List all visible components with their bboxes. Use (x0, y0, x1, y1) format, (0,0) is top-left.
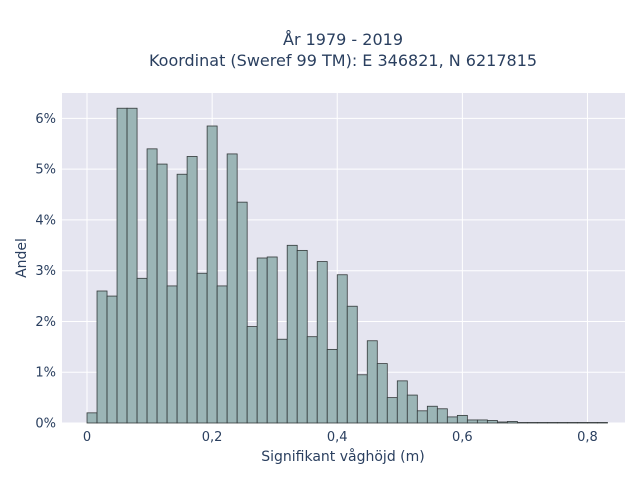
chart-title-line-2: Koordinat (Sweref 99 TM): E 346821, N 62… (149, 51, 537, 70)
y-tick-label: 5% (35, 163, 56, 178)
histogram-bar (106, 295, 118, 424)
histogram-bar (146, 148, 158, 424)
histogram-bar (376, 363, 388, 424)
histogram-bar (396, 380, 408, 424)
histogram-bar (266, 256, 278, 424)
x-axis-ticks: 0 0,2 0,4 0,6 0,8 (83, 430, 598, 445)
x-tick-label: 0,8 (577, 430, 598, 445)
histogram-bar (176, 173, 188, 424)
histogram-bar (356, 374, 368, 424)
y-tick-label: 0% (35, 417, 56, 432)
y-tick-label: 1% (35, 366, 56, 381)
histogram-bar (256, 257, 268, 424)
histogram-bar (156, 163, 168, 424)
histogram-bar (136, 277, 148, 424)
histogram-bar (466, 419, 478, 424)
histogram-bar (476, 419, 488, 424)
histogram-bar (306, 336, 318, 424)
histogram-bar (587, 422, 598, 424)
histogram-bar (316, 261, 328, 424)
histogram-bar (186, 156, 198, 424)
histogram-bar (96, 290, 108, 424)
x-tick-label: 0,6 (452, 430, 473, 445)
histogram-bar (577, 422, 588, 424)
histogram-bar (597, 422, 608, 424)
x-axis-title: Signifikant våghöjd (m) (261, 448, 424, 465)
histogram-bar (426, 405, 438, 424)
histogram-bar (446, 416, 458, 424)
histogram-bar (406, 394, 418, 424)
histogram-bar (206, 125, 218, 424)
histogram-bar (557, 422, 568, 424)
histogram-bar (216, 285, 228, 424)
x-tick-label: 0,4 (327, 430, 348, 445)
histogram-bars (86, 107, 608, 424)
histogram-bar (436, 408, 448, 424)
histogram-bar (386, 397, 398, 424)
histogram-bar (346, 305, 358, 424)
histogram-bar (416, 410, 428, 424)
x-tick-label: 0,2 (202, 430, 223, 445)
histogram-bar (496, 421, 508, 424)
histogram-bar (527, 422, 538, 424)
histogram-bar (456, 414, 468, 424)
histogram-bar (537, 422, 548, 424)
histogram-bar (236, 201, 248, 424)
chart-title-line-1: År 1979 - 2019 (283, 30, 403, 49)
histogram-bar (326, 348, 338, 424)
histogram-bar (276, 338, 288, 424)
x-tick-label: 0 (83, 430, 91, 445)
histogram-bar (196, 272, 208, 424)
histogram-bar (86, 412, 98, 424)
y-tick-label: 3% (35, 264, 56, 279)
histogram-bar (547, 422, 558, 424)
y-tick-label: 4% (35, 213, 56, 228)
histogram-bar (286, 244, 298, 424)
y-tick-label: 2% (35, 315, 56, 330)
histogram-bar (336, 274, 348, 424)
y-axis-title: Andel (14, 238, 30, 278)
histogram-bar (486, 420, 498, 424)
histogram-bar (366, 340, 378, 424)
histogram-bar (116, 107, 128, 424)
y-axis-ticks: 0% 1% 2% 3% 4% 5% 6% (35, 112, 56, 432)
y-tick-label: 6% (35, 112, 56, 127)
histogram-bar (226, 153, 238, 424)
histogram-bar (166, 285, 178, 424)
histogram-bar (126, 107, 138, 424)
histogram-bar (567, 422, 578, 424)
histogram-bar (517, 422, 528, 424)
histogram-bar (296, 249, 308, 424)
histogram-bar (246, 326, 258, 424)
histogram-bar (506, 421, 518, 424)
